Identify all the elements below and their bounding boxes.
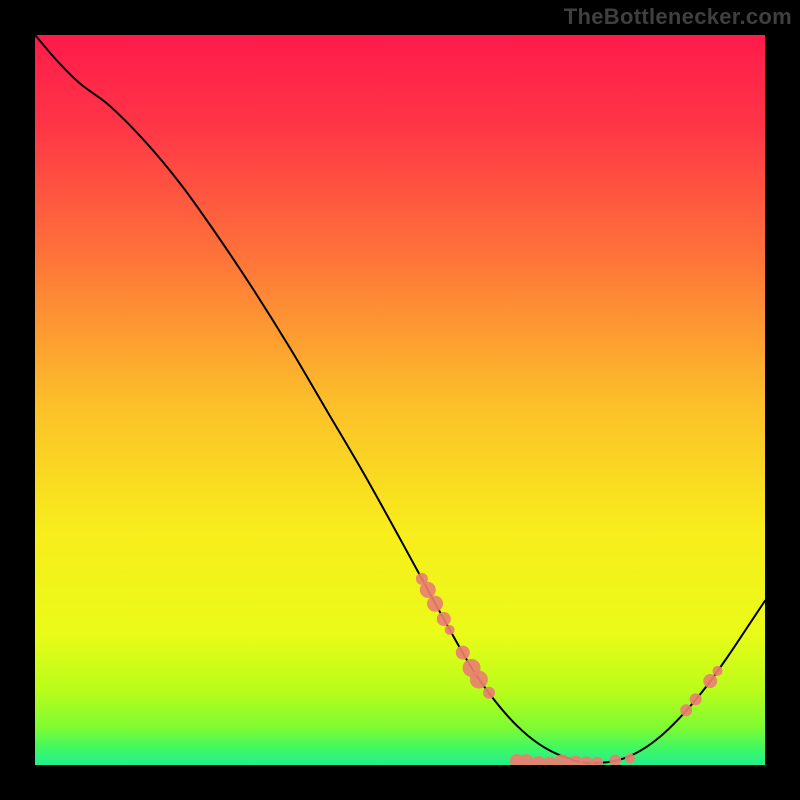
data-point: [470, 671, 488, 689]
data-point: [456, 646, 470, 660]
data-point: [713, 666, 723, 676]
data-point: [680, 704, 692, 716]
plot-background: [35, 35, 765, 765]
data-point: [690, 693, 702, 705]
data-point: [703, 674, 717, 688]
data-point: [420, 582, 436, 598]
chart-stage: TheBottlenecker.com: [0, 0, 800, 800]
data-point: [609, 755, 621, 767]
bottleneck-chart: [0, 0, 800, 800]
data-point: [437, 612, 451, 626]
data-point: [445, 625, 455, 635]
watermark-text: TheBottlenecker.com: [564, 4, 792, 30]
data-point: [427, 596, 443, 612]
data-point: [625, 753, 635, 763]
data-point: [483, 687, 495, 699]
